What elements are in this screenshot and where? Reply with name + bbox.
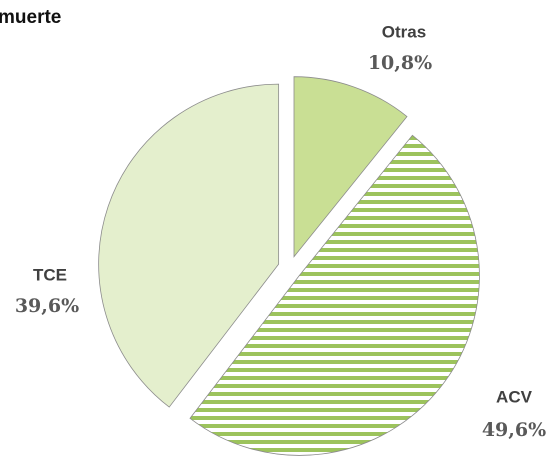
slice-value-label: 39,6% [15, 295, 79, 317]
slice-value-label: 10,8% [368, 52, 432, 74]
chart-title: muerte [0, 7, 61, 28]
slice-label: Otras [382, 22, 426, 41]
slice-label: TCE [33, 265, 67, 284]
pie-slice [98, 83, 280, 408]
pie-slice [189, 134, 480, 456]
pie-slice [293, 76, 408, 258]
slice-label: ACV [496, 387, 533, 406]
slice-value-label: 49,6% [482, 419, 546, 441]
